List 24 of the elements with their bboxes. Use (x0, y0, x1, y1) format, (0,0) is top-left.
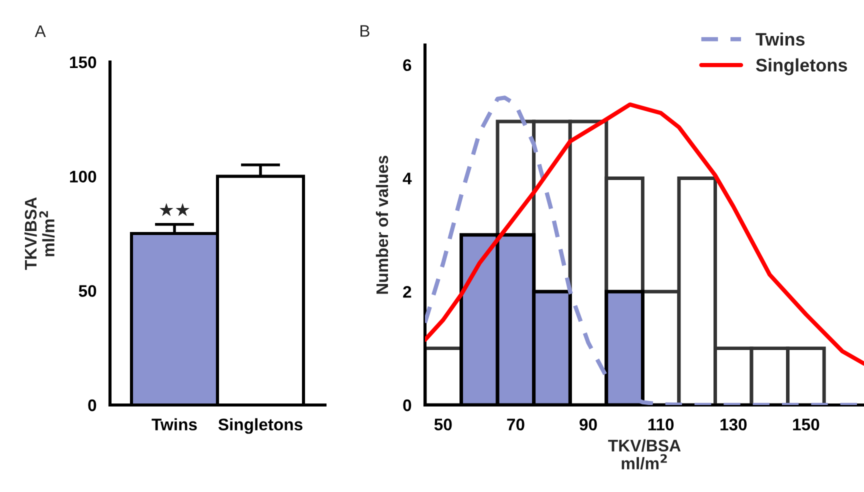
x-tick-label: Twins (152, 418, 197, 430)
chart-title: B (360, 25, 370, 37)
y-tick-label: 6 (403, 59, 412, 72)
y-axis-title: TKV/BSA ml/m$^{2}$ (24, 197, 55, 270)
x-tick-label: 150 (793, 418, 820, 430)
x-tick-label: 90 (580, 418, 597, 430)
y-axis-title: Number of values (376, 156, 388, 294)
y-tick-label: 4 (402, 172, 412, 184)
x-tick-label: 50 (434, 418, 452, 430)
x-axis-title: TKV/BSA ml/m$^{2}$ (608, 439, 681, 470)
y-tick-label: 0 (88, 399, 96, 412)
y-tick-label: 100 (70, 170, 96, 183)
legend-label: Singletons (756, 58, 848, 76)
x-tick-label: 130 (720, 418, 747, 430)
x-tick-label: 70 (507, 418, 524, 430)
annotation: ★★ (159, 202, 190, 216)
y-tick-label: 50 (78, 285, 96, 297)
y-tick-label: 150 (70, 56, 96, 68)
legend-label: Twins (756, 32, 805, 46)
chart-title: A (34, 26, 46, 37)
x-tick-label: 110 (648, 418, 674, 430)
x-tick-label: Singletons (218, 418, 302, 434)
y-tick-label: 0 (403, 399, 412, 412)
y-tick-label: 2 (403, 286, 412, 298)
